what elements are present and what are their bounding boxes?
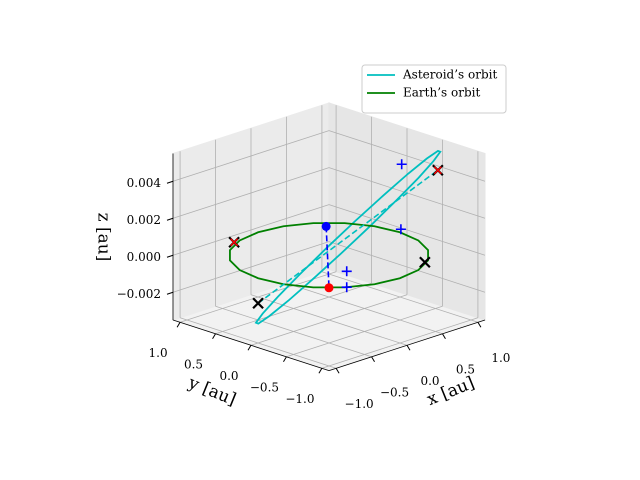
x-tick-label: −0.5 (380, 385, 409, 399)
grid-line (250, 294, 408, 346)
grid-line (328, 241, 486, 293)
z-tick-label: 0.002 (127, 213, 161, 227)
legend-label: Asteroid’s orbit (402, 68, 497, 82)
marker (252, 297, 264, 310)
legend-box (361, 64, 507, 114)
y-tick-label: 1.0 (149, 346, 168, 360)
x-tick-label: −1.0 (345, 397, 374, 411)
y-tick (283, 356, 287, 363)
plot-area (228, 149, 444, 325)
z-tick (166, 180, 174, 184)
z-tick (166, 254, 174, 258)
z-tick (166, 217, 174, 221)
marker (230, 238, 239, 247)
grid-line (172, 130, 330, 182)
x-tick-label: 1.0 (491, 351, 510, 365)
orbit-line (254, 149, 442, 325)
z-tick (166, 291, 174, 295)
marker (341, 266, 352, 277)
marker (321, 221, 331, 231)
x-tick (477, 322, 482, 328)
marker (396, 159, 407, 170)
x-tick-label: 0.0 (420, 374, 439, 388)
y-tick (176, 322, 181, 328)
marker (341, 282, 352, 293)
grid-line (328, 130, 486, 182)
y-tick (318, 368, 323, 374)
z-tick-label: 0.000 (127, 250, 161, 264)
z-axis-label: z [au] (94, 213, 114, 262)
axes: −1.0 −0.5 0.0 0.5 1.0 −1.0 −0.5 0.0 0.5 1.0 −0.002… (117, 153, 510, 411)
x-tick-label: 0.5 (456, 362, 475, 376)
grid-line (286, 305, 443, 358)
y-tick-label: −0.5 (250, 380, 279, 394)
marker (395, 224, 406, 235)
grid (172, 105, 486, 369)
marker (324, 283, 334, 293)
legend: Asteroid’s orbit Earth’s orbit (361, 64, 507, 114)
marker (433, 166, 442, 175)
x-axis (328, 319, 486, 371)
z-tick-label: 0.004 (127, 176, 162, 190)
connector-line (325, 226, 330, 288)
y-axis (172, 319, 330, 371)
x-tick (371, 356, 375, 363)
grid-line (172, 204, 330, 256)
x-tick (335, 368, 340, 374)
connector-line (257, 169, 439, 304)
y-tick-label: 0.5 (184, 357, 203, 371)
x-tick (406, 345, 411, 351)
grid-line (328, 204, 486, 256)
legend-label: Earth’s orbit (403, 86, 480, 100)
y-tick-label: −1.0 (285, 392, 314, 406)
y-tick (212, 333, 216, 340)
z-tick-label: −0.002 (117, 287, 161, 301)
grid-line (172, 167, 330, 219)
y-tick (247, 345, 252, 351)
grid-line (215, 282, 372, 335)
grid-line (321, 317, 479, 369)
y-tick-label: 0.0 (219, 369, 238, 383)
x-tick (442, 333, 446, 340)
grid-line (179, 271, 337, 323)
marker (419, 256, 431, 269)
grid-line (172, 241, 330, 293)
